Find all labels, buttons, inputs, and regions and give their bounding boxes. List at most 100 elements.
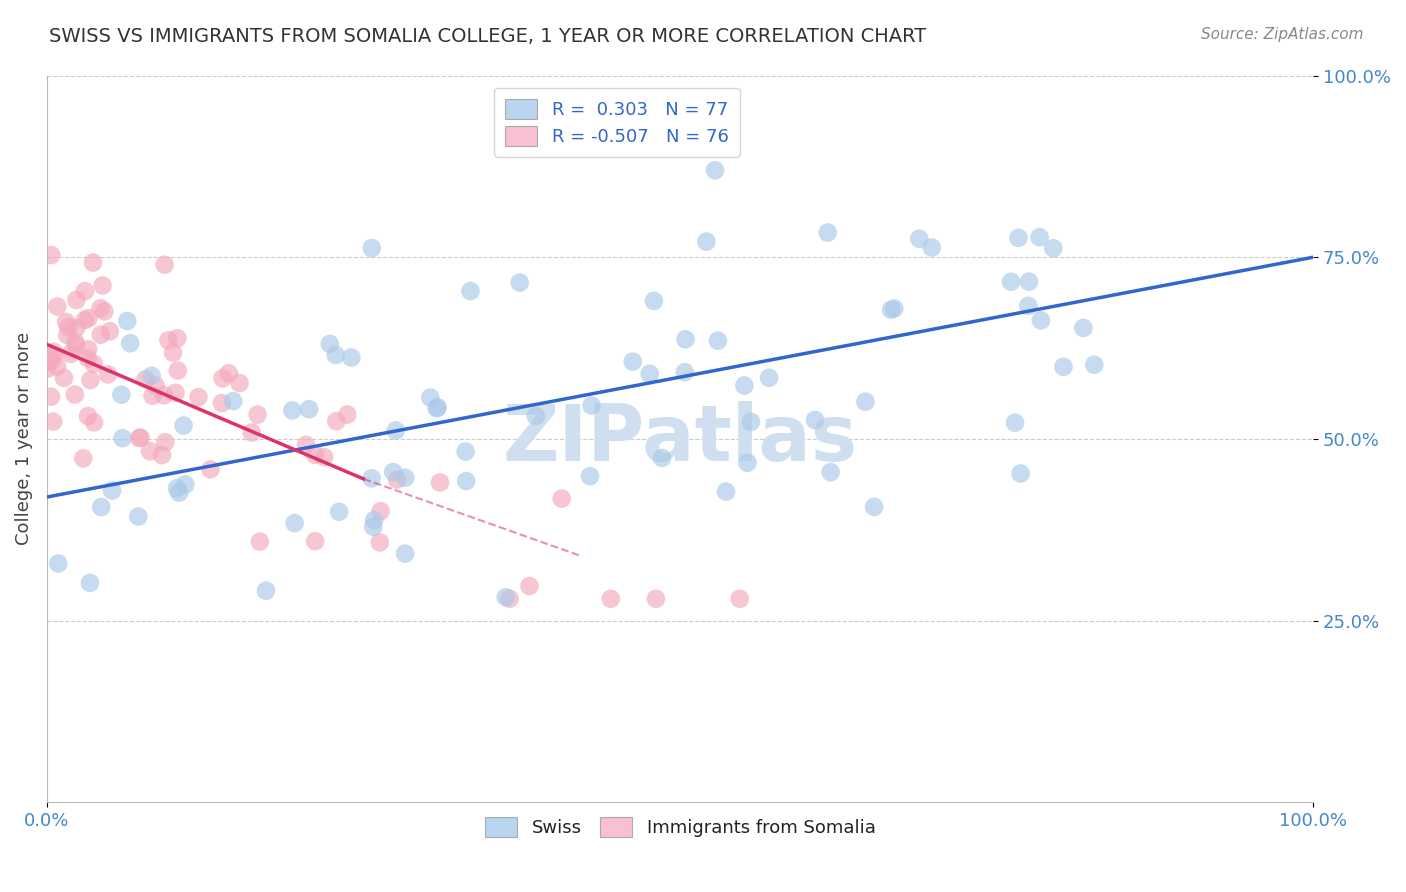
Point bbox=[187, 390, 209, 404]
Point bbox=[908, 232, 931, 246]
Point bbox=[249, 534, 271, 549]
Point bbox=[550, 491, 572, 506]
Point bbox=[111, 431, 134, 445]
Point bbox=[200, 462, 222, 476]
Point bbox=[166, 331, 188, 345]
Point bbox=[714, 484, 737, 499]
Point bbox=[77, 311, 100, 326]
Point bbox=[246, 408, 269, 422]
Point bbox=[58, 319, 80, 334]
Point bbox=[63, 387, 86, 401]
Point bbox=[46, 300, 69, 314]
Point bbox=[129, 431, 152, 445]
Point bbox=[426, 401, 449, 415]
Point bbox=[880, 302, 903, 317]
Point bbox=[384, 424, 406, 438]
Text: SWISS VS IMMIGRANTS FROM SOMALIA COLLEGE, 1 YEAR OR MORE CORRELATION CHART: SWISS VS IMMIGRANTS FROM SOMALIA COLLEGE… bbox=[49, 27, 927, 45]
Point bbox=[304, 534, 326, 549]
Point bbox=[1028, 230, 1050, 244]
Point bbox=[651, 450, 673, 465]
Point bbox=[728, 591, 751, 606]
Point bbox=[145, 378, 167, 392]
Point bbox=[673, 365, 696, 379]
Point bbox=[153, 258, 176, 272]
Point bbox=[134, 372, 156, 386]
Point bbox=[281, 403, 304, 417]
Point bbox=[1007, 231, 1029, 245]
Point bbox=[65, 338, 87, 352]
Point bbox=[211, 371, 233, 385]
Point bbox=[42, 345, 65, 359]
Text: ZIPatlas: ZIPatlas bbox=[502, 401, 858, 477]
Point bbox=[758, 370, 780, 384]
Point bbox=[218, 366, 240, 380]
Point bbox=[77, 343, 100, 357]
Point bbox=[82, 255, 104, 269]
Point bbox=[127, 509, 149, 524]
Point bbox=[1017, 299, 1039, 313]
Point bbox=[328, 505, 350, 519]
Point bbox=[59, 347, 82, 361]
Point bbox=[150, 448, 173, 462]
Point bbox=[65, 293, 87, 307]
Point bbox=[498, 591, 520, 606]
Point bbox=[77, 409, 100, 423]
Point bbox=[46, 359, 69, 374]
Point bbox=[1029, 313, 1052, 327]
Point bbox=[83, 357, 105, 371]
Point bbox=[1018, 275, 1040, 289]
Point bbox=[454, 444, 477, 458]
Point bbox=[1042, 241, 1064, 255]
Point bbox=[117, 314, 139, 328]
Point bbox=[141, 389, 163, 403]
Point bbox=[675, 332, 697, 346]
Point bbox=[921, 240, 943, 254]
Point bbox=[804, 413, 827, 427]
Point bbox=[83, 415, 105, 429]
Point bbox=[1052, 359, 1074, 374]
Point bbox=[174, 477, 197, 491]
Point bbox=[1000, 275, 1022, 289]
Point bbox=[1073, 321, 1095, 335]
Point bbox=[361, 519, 384, 533]
Point bbox=[325, 414, 347, 428]
Point bbox=[152, 388, 174, 402]
Point bbox=[173, 418, 195, 433]
Point bbox=[73, 284, 96, 298]
Point bbox=[460, 284, 482, 298]
Point bbox=[37, 361, 59, 376]
Point bbox=[368, 535, 391, 549]
Point bbox=[336, 408, 359, 422]
Point bbox=[370, 504, 392, 518]
Point bbox=[363, 513, 385, 527]
Point bbox=[211, 396, 233, 410]
Point bbox=[426, 401, 449, 416]
Text: Source: ZipAtlas.com: Source: ZipAtlas.com bbox=[1201, 27, 1364, 42]
Point bbox=[56, 328, 79, 343]
Point bbox=[93, 304, 115, 318]
Point bbox=[101, 483, 124, 498]
Point bbox=[222, 394, 245, 409]
Point bbox=[394, 471, 416, 485]
Point bbox=[79, 373, 101, 387]
Point bbox=[128, 431, 150, 445]
Point bbox=[284, 516, 307, 530]
Point bbox=[91, 278, 114, 293]
Point bbox=[599, 591, 621, 606]
Point bbox=[39, 248, 62, 262]
Point bbox=[52, 371, 75, 385]
Point bbox=[157, 334, 180, 348]
Point bbox=[298, 402, 321, 417]
Point bbox=[141, 368, 163, 383]
Point bbox=[740, 415, 762, 429]
Point bbox=[240, 425, 263, 440]
Point bbox=[79, 575, 101, 590]
Point bbox=[65, 321, 87, 335]
Point bbox=[621, 354, 644, 368]
Point bbox=[110, 387, 132, 401]
Point bbox=[304, 448, 326, 462]
Point bbox=[645, 591, 668, 606]
Point bbox=[638, 367, 661, 381]
Point bbox=[1083, 358, 1105, 372]
Point bbox=[360, 241, 382, 255]
